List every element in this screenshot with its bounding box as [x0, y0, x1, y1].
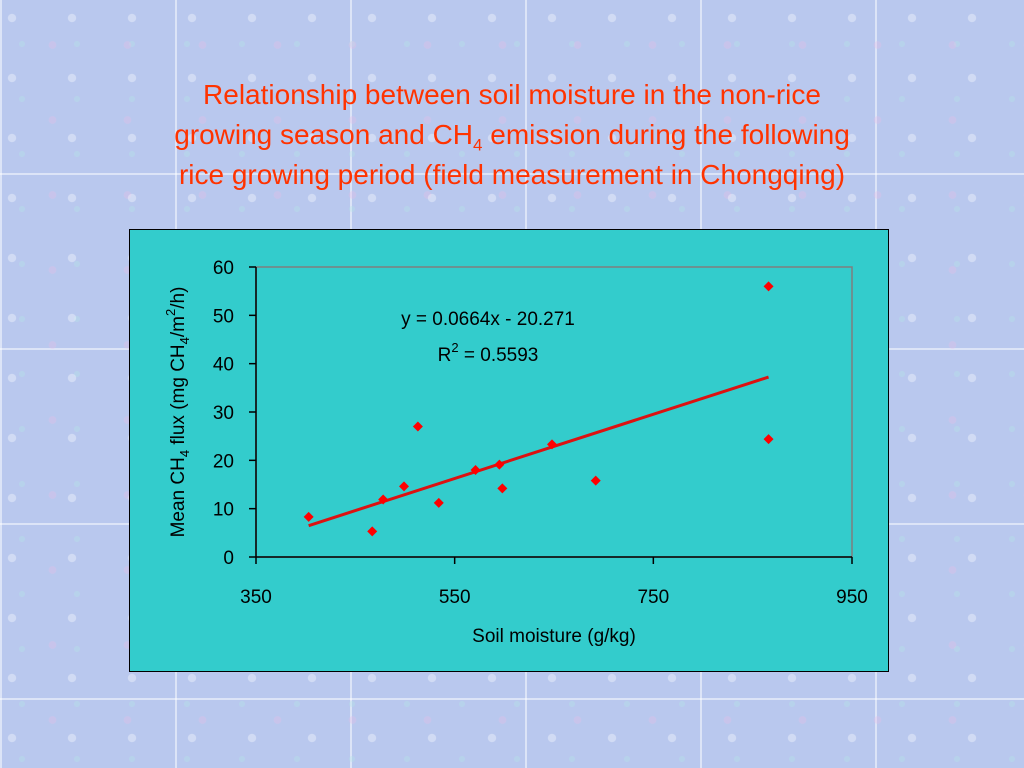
- title-line-2-end: emission during the following: [482, 119, 850, 150]
- y-title-part-1: Mean CH: [168, 457, 189, 537]
- y-tick-label: 60: [213, 258, 234, 279]
- title-line-2: growing season and CH4 emission during t…: [60, 115, 964, 155]
- data-point: [367, 526, 378, 537]
- r-squared: R2 = 0.5593: [438, 340, 539, 366]
- y-title-part-2: flux (mg CH: [168, 344, 189, 450]
- data-point: [412, 421, 423, 432]
- y-tick-label: 10: [213, 500, 234, 521]
- r-squared-value: = 0.5593: [459, 345, 539, 366]
- x-tick-label: 550: [439, 587, 471, 608]
- data-point: [590, 475, 601, 486]
- y-tick-label: 0: [223, 548, 234, 569]
- y-axis-ticks: 0 10 20 30 40 50 60: [213, 258, 256, 569]
- data-points: [303, 281, 774, 537]
- y-title-part-3: /m: [168, 316, 189, 337]
- title-line-1: Relationship between soil moisture in th…: [203, 79, 821, 110]
- y-axis-title: Mean CH4 flux (mg CH4/m2/h): [163, 287, 192, 538]
- x-axis-ticks: 350 550 750 950: [240, 557, 868, 608]
- y-tick-label: 40: [213, 355, 234, 376]
- data-point: [763, 434, 774, 445]
- r-squared-prefix: R: [438, 345, 452, 366]
- data-point: [494, 459, 505, 470]
- trendline: [308, 375, 770, 528]
- scatter-chart: 0 10 20 30 40 50 60 350 550 750 950 y = 0.0664x -…: [163, 258, 868, 647]
- y-tick-label: 50: [213, 306, 234, 327]
- data-point: [547, 439, 558, 450]
- data-point: [470, 465, 481, 475]
- slide-title: Relationship between soil moisture in th…: [60, 75, 964, 195]
- x-axis-title: Soil moisture (g/kg): [472, 626, 636, 647]
- chart-container: 0 10 20 30 40 50 60 350 550 750 950 y = 0.0664x -…: [129, 229, 889, 672]
- trendline-equation: y = 0.0664x - 20.271: [401, 309, 575, 330]
- title-line-2-start: growing season and CH: [174, 119, 474, 150]
- data-point: [497, 483, 508, 494]
- y-title-part-4: /h): [168, 287, 189, 309]
- y-title-sub-2: 4: [177, 337, 192, 344]
- data-point: [399, 481, 410, 492]
- x-tick-label: 950: [836, 587, 868, 608]
- data-point: [763, 281, 774, 292]
- r-squared-exponent: 2: [451, 340, 458, 355]
- y-title-sub-1: 4: [177, 450, 192, 457]
- data-point: [378, 494, 389, 505]
- data-point: [433, 497, 444, 508]
- y-tick-label: 20: [213, 451, 234, 472]
- x-tick-label: 750: [637, 587, 669, 608]
- y-title-sup: 2: [163, 309, 178, 316]
- title-line-3: rice growing period (field measurement i…: [178, 159, 846, 190]
- x-tick-label: 350: [240, 587, 272, 608]
- y-tick-label: 30: [213, 403, 234, 424]
- title-subscript: 4: [473, 135, 483, 155]
- data-point: [303, 511, 314, 522]
